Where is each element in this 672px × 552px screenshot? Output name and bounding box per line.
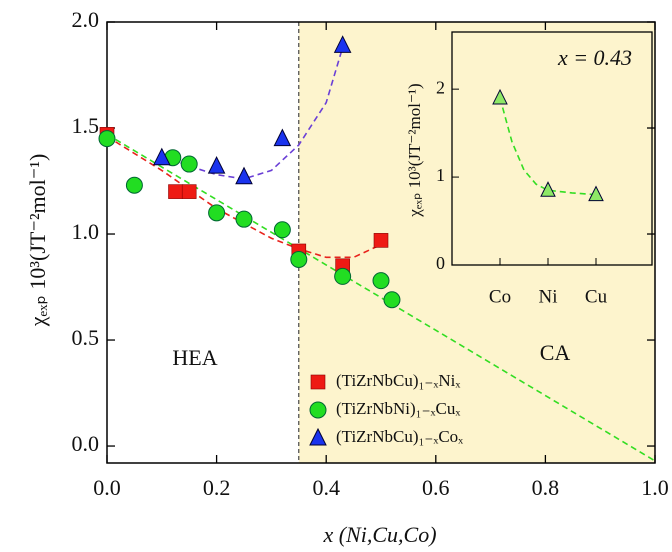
- region-label: HEA: [172, 345, 217, 370]
- marker: [207, 156, 226, 174]
- marker: [168, 184, 183, 199]
- y-tick-label: 2.0: [72, 7, 100, 32]
- inset-fit-curve: [499, 97, 597, 196]
- marker: [492, 88, 508, 105]
- marker: [290, 250, 308, 268]
- y-tick-label: 1.5: [72, 113, 100, 138]
- x-tick-label: 0.6: [422, 475, 450, 500]
- marker: [334, 267, 352, 285]
- inset-y-tick-label: 1: [436, 165, 445, 185]
- marker: [540, 181, 556, 197]
- y-tick-label: 1.0: [72, 219, 100, 244]
- legend-label: (TiZrNbCu)₁₋ₓCoₓ: [336, 427, 463, 446]
- x-tick-label: 0.2: [203, 475, 231, 500]
- legend-label: (TiZrNbCu)₁₋ₓNiₓ: [336, 371, 460, 390]
- marker: [273, 128, 292, 147]
- x-tick-label: 1.0: [641, 475, 669, 500]
- x-axis-label: x (Ni,Cu,Co): [322, 522, 436, 547]
- legend-label: (TiZrNbNi)₁₋ₓCuₓ: [336, 399, 460, 418]
- y-axis-label: χₑₓₚ 10³(JT⁻²mol⁻¹): [25, 154, 50, 328]
- inset-x-tick-label: Cu: [585, 286, 608, 307]
- marker: [208, 204, 226, 222]
- marker: [125, 176, 143, 194]
- inset-y-tick-label: 0: [436, 253, 445, 273]
- marker: [235, 166, 253, 185]
- x-tick-label: 0.8: [532, 475, 560, 500]
- marker: [152, 147, 171, 166]
- marker: [333, 35, 352, 53]
- x-tick-label: 0.0: [93, 475, 121, 500]
- region-label: CA: [540, 340, 571, 365]
- fit-curve: [106, 133, 656, 462]
- inset-x-tick-label: Ni: [539, 286, 558, 307]
- marker: [273, 221, 291, 239]
- legend-marker: [309, 427, 327, 446]
- marker: [373, 233, 389, 248]
- legend-marker: [309, 401, 327, 419]
- y-tick-label: 0.5: [72, 325, 100, 350]
- legend-marker: [310, 374, 326, 390]
- fit-curve: [106, 135, 382, 259]
- x-tick-label: 0.4: [312, 475, 340, 500]
- inset-x-tick-label: Co: [489, 286, 511, 307]
- plot-frame: [106, 21, 656, 464]
- region-shade: [298, 22, 655, 463]
- marker: [180, 155, 198, 173]
- inset-y-tick-label: 2: [436, 77, 445, 97]
- marker: [181, 184, 197, 199]
- marker: [98, 130, 116, 148]
- inset-y-label: χₑₓₚ 10³(JT⁻²mol⁻¹): [405, 83, 424, 217]
- marker: [383, 291, 401, 309]
- marker: [235, 210, 253, 228]
- y-tick-label: 0.0: [72, 431, 100, 456]
- marker: [372, 272, 390, 290]
- marker: [588, 185, 604, 202]
- inset-title: x = 0.43: [557, 45, 632, 70]
- inset-frame: [451, 31, 653, 266]
